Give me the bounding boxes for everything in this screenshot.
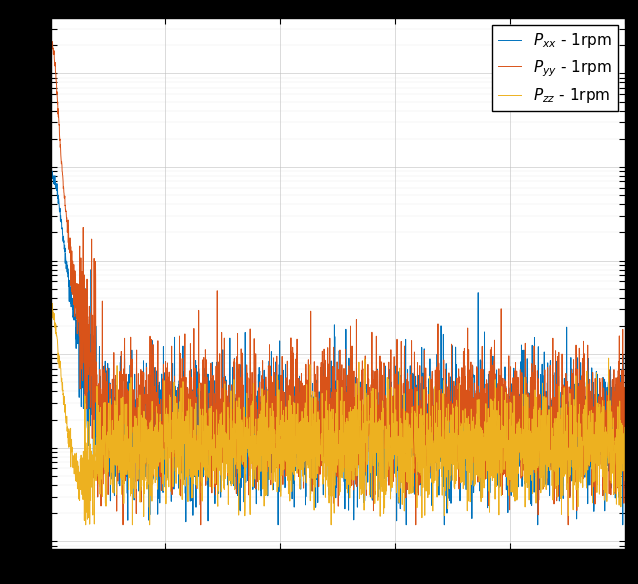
$P_{xx}$ - 1rpm xyxy=(293,436,300,443)
$P_{xx}$ - 1rpm xyxy=(48,168,56,175)
$P_{yy}$ - 1rpm xyxy=(611,401,618,408)
$P_{yy}$ - 1rpm xyxy=(113,507,121,515)
$P_{xx}$ - 1rpm xyxy=(274,522,282,529)
$P_{xx}$ - 1rpm xyxy=(611,486,618,493)
$P_{zz}$ - 1rpm xyxy=(113,436,121,443)
$P_{yy}$ - 1rpm xyxy=(119,522,127,529)
$P_{zz}$ - 1rpm xyxy=(293,433,300,440)
$P_{xx}$ - 1rpm xyxy=(47,171,55,178)
$P_{yy}$ - 1rpm xyxy=(48,38,56,45)
$P_{xx}$ - 1rpm xyxy=(113,454,121,461)
$P_{zz}$ - 1rpm xyxy=(549,425,556,432)
Line: $P_{xx}$ - 1rpm: $P_{xx}$ - 1rpm xyxy=(51,171,625,525)
$P_{yy}$ - 1rpm xyxy=(293,350,300,357)
Legend: $P_{xx}$ - 1rpm, $P_{yy}$ - 1rpm, $P_{zz}$ - 1rpm: $P_{xx}$ - 1rpm, $P_{yy}$ - 1rpm, $P_{zz… xyxy=(491,25,618,112)
$P_{yy}$ - 1rpm xyxy=(147,399,155,406)
$P_{zz}$ - 1rpm xyxy=(621,463,629,470)
$P_{xx}$ - 1rpm xyxy=(621,484,629,491)
$P_{yy}$ - 1rpm xyxy=(549,412,556,419)
$P_{zz}$ - 1rpm xyxy=(48,300,56,307)
$P_{zz}$ - 1rpm xyxy=(268,415,276,422)
Line: $P_{yy}$ - 1rpm: $P_{yy}$ - 1rpm xyxy=(51,41,625,525)
$P_{zz}$ - 1rpm xyxy=(82,522,89,529)
Line: $P_{zz}$ - 1rpm: $P_{zz}$ - 1rpm xyxy=(51,303,625,525)
$P_{xx}$ - 1rpm xyxy=(549,441,556,448)
$P_{yy}$ - 1rpm xyxy=(268,387,276,394)
$P_{zz}$ - 1rpm xyxy=(147,444,155,451)
$P_{zz}$ - 1rpm xyxy=(47,309,55,316)
$P_{zz}$ - 1rpm xyxy=(611,488,618,495)
$P_{yy}$ - 1rpm xyxy=(47,41,55,48)
$P_{yy}$ - 1rpm xyxy=(621,432,629,439)
$P_{xx}$ - 1rpm xyxy=(267,348,275,355)
$P_{xx}$ - 1rpm xyxy=(147,443,154,450)
